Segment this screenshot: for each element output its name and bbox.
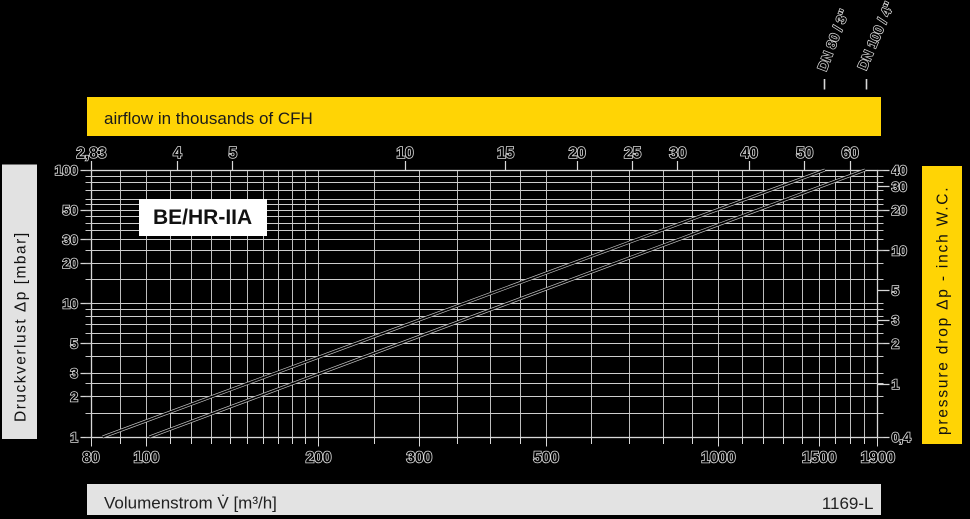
svg-text:1500: 1500: [802, 450, 836, 467]
svg-text:200: 200: [306, 450, 332, 467]
svg-text:10: 10: [892, 242, 908, 258]
svg-text:10: 10: [62, 295, 78, 311]
svg-text:1: 1: [892, 376, 900, 392]
svg-text:1169-L: 1169-L: [822, 494, 874, 513]
svg-text:80: 80: [82, 450, 99, 467]
svg-text:50: 50: [62, 202, 78, 218]
svg-text:40: 40: [892, 162, 908, 178]
svg-text:3: 3: [70, 365, 78, 381]
svg-text:BE/HR-IIA: BE/HR-IIA: [153, 206, 252, 229]
svg-text:5: 5: [70, 336, 78, 352]
svg-text:Druckverlust Δp [mbar]: Druckverlust Δp [mbar]: [13, 231, 30, 422]
svg-text:20: 20: [569, 145, 586, 162]
svg-text:500: 500: [533, 450, 559, 467]
svg-text:15: 15: [497, 145, 515, 162]
svg-text:300: 300: [406, 450, 432, 467]
svg-text:50: 50: [796, 145, 813, 162]
svg-text:60: 60: [841, 145, 858, 162]
svg-text:30: 30: [669, 145, 686, 162]
svg-text:1900: 1900: [861, 450, 895, 467]
svg-text:1000: 1000: [701, 450, 735, 467]
svg-text:pressure drop Δp - inch W.C.: pressure drop Δp - inch W.C.: [935, 186, 952, 435]
svg-text:2: 2: [892, 336, 900, 352]
svg-text:5: 5: [228, 145, 237, 162]
svg-text:40: 40: [741, 145, 758, 162]
svg-text:20: 20: [892, 202, 908, 218]
svg-text:2: 2: [70, 389, 78, 405]
svg-text:20: 20: [62, 255, 78, 271]
svg-text:10: 10: [396, 145, 413, 162]
svg-text:100: 100: [55, 162, 79, 178]
svg-text:airflow in thousands of CFH: airflow in thousands of CFH: [104, 109, 313, 128]
svg-text:25: 25: [624, 145, 642, 162]
svg-text:30: 30: [62, 232, 78, 248]
svg-text:30: 30: [892, 179, 908, 195]
svg-text:1: 1: [70, 429, 78, 445]
svg-text:5: 5: [892, 283, 900, 299]
svg-text:4: 4: [173, 145, 182, 162]
svg-text:3: 3: [892, 312, 900, 328]
svg-text:100: 100: [133, 450, 159, 467]
svg-text:0,4: 0,4: [892, 429, 912, 445]
svg-text:2,83: 2,83: [76, 145, 107, 162]
svg-text:Volumenstrom V̇ [m³/h]: Volumenstrom V̇ [m³/h]: [104, 494, 277, 513]
